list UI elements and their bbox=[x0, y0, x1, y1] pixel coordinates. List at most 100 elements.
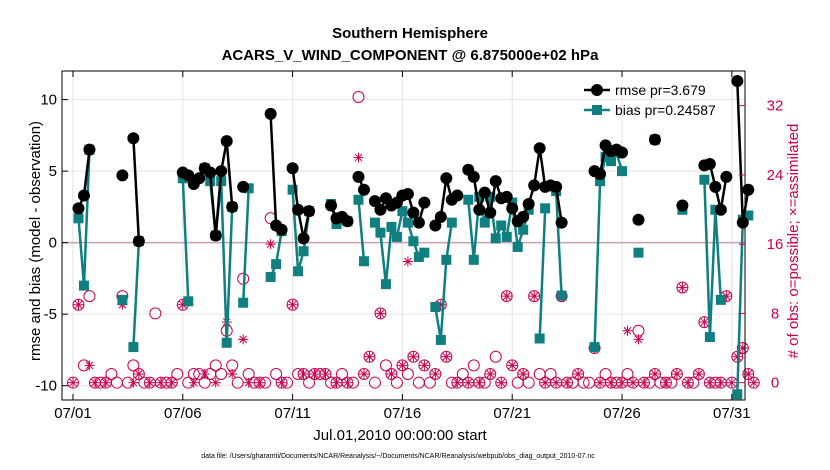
obs-assimilated-stroke bbox=[332, 378, 341, 387]
obs-assimilated-stroke bbox=[475, 378, 484, 387]
obs-assimilated-stroke bbox=[464, 378, 473, 387]
obs-assimilated-stroke bbox=[343, 378, 352, 387]
x-tick-label: 07/21 bbox=[493, 405, 531, 422]
bias-point bbox=[391, 231, 402, 242]
rmse-point bbox=[506, 202, 519, 215]
obs-possible-marker bbox=[407, 350, 420, 363]
obs-assimilated-stroke bbox=[102, 378, 110, 387]
rmse-point bbox=[648, 133, 661, 146]
obs-assimilated-marker bbox=[397, 360, 408, 371]
obs-assimilated-stroke bbox=[189, 378, 198, 387]
left-tick-label: 0 bbox=[49, 235, 57, 252]
rmse-point bbox=[275, 223, 288, 236]
legend: rmse pr=3.679 bias pr=0.24587 bbox=[584, 82, 716, 118]
bias-line bbox=[703, 179, 723, 339]
obs-possible-marker bbox=[489, 350, 502, 363]
legend-rmse-marker bbox=[591, 84, 603, 96]
bias-point bbox=[485, 191, 496, 202]
obs-assimilated-stroke bbox=[744, 370, 753, 378]
obs-assimilated-marker bbox=[364, 351, 375, 362]
obs-assimilated-marker bbox=[726, 377, 737, 388]
obs-possible-marker bbox=[303, 376, 316, 389]
obs-possible-marker bbox=[517, 368, 530, 381]
rmse-point bbox=[616, 146, 629, 159]
rmse-point bbox=[550, 180, 563, 193]
rmse-point bbox=[555, 216, 568, 229]
obs-possible-marker bbox=[473, 376, 486, 389]
obs-assimilated-marker bbox=[595, 377, 606, 388]
obs-assimilated-marker bbox=[474, 377, 485, 388]
obs-assimilated-stroke bbox=[607, 378, 615, 387]
obs-assimilated-stroke bbox=[497, 378, 506, 387]
obs-assimilated-stroke bbox=[420, 361, 429, 370]
left-tick-label: 5 bbox=[49, 163, 57, 180]
right-tick-label: 32 bbox=[767, 98, 784, 115]
rmse-point bbox=[467, 170, 480, 183]
obs-possible-marker bbox=[648, 368, 661, 381]
obs-assimilated-stroke bbox=[453, 378, 462, 387]
bias-point bbox=[512, 241, 523, 252]
rmse-point bbox=[132, 235, 145, 248]
data-file-footnote: data file: /Users/gharamti/Documents/NCA… bbox=[201, 453, 595, 460]
bias-point bbox=[117, 294, 128, 305]
x-tick-label: 07/16 bbox=[384, 405, 422, 422]
bias-point bbox=[479, 217, 490, 228]
obs-assimilated-marker bbox=[188, 377, 199, 388]
rmse-point bbox=[528, 179, 541, 192]
rmse-point bbox=[632, 213, 645, 226]
rmse-point bbox=[297, 232, 310, 245]
bias-point bbox=[358, 256, 369, 267]
obs-assimilated-stroke bbox=[85, 361, 94, 370]
bias-line bbox=[241, 188, 250, 303]
obs-count-layer bbox=[66, 90, 760, 389]
obs-possible-marker bbox=[379, 359, 392, 372]
obs-assimilated-marker bbox=[144, 377, 155, 388]
obs-assimilated-stroke bbox=[266, 240, 275, 249]
obs-possible-marker bbox=[676, 281, 689, 294]
obs-possible-marker bbox=[418, 359, 431, 372]
bias-point bbox=[287, 184, 298, 195]
obs-possible-marker bbox=[577, 376, 590, 389]
obs-possible-marker bbox=[500, 290, 513, 303]
obs-assimilated-marker bbox=[73, 299, 84, 310]
rmse-point bbox=[714, 203, 727, 216]
obs-possible-marker bbox=[149, 307, 162, 320]
obs-assimilated-stroke bbox=[442, 352, 451, 361]
chart-title-line1: Southern Hemisphere bbox=[332, 25, 488, 42]
obs-assimilated-stroke bbox=[145, 378, 154, 387]
obs-possible-marker bbox=[621, 368, 634, 381]
obs-assimilated-stroke bbox=[404, 257, 412, 266]
plot-frame bbox=[61, 70, 746, 401]
obs-assimilated-marker bbox=[402, 256, 413, 267]
obs-possible-marker bbox=[495, 376, 508, 389]
obs-possible-marker bbox=[231, 376, 244, 389]
obs-possible-marker bbox=[72, 298, 85, 311]
obs-possible-marker bbox=[374, 307, 387, 320]
obs-possible-marker bbox=[253, 376, 266, 389]
rmse-line bbox=[736, 80, 750, 224]
obs-assimilated-marker bbox=[743, 369, 754, 380]
legend-bias-label: bias pr=0.24587 bbox=[615, 102, 716, 118]
rmse-series bbox=[72, 75, 755, 248]
rmse-line bbox=[132, 138, 141, 242]
obs-assimilated-stroke bbox=[651, 370, 659, 378]
rmse-point bbox=[522, 198, 535, 211]
bias-point bbox=[556, 290, 567, 301]
bias-point bbox=[518, 224, 529, 235]
bias-point bbox=[369, 217, 380, 228]
obs-assimilated-marker bbox=[677, 282, 688, 293]
rmse-point bbox=[127, 132, 140, 145]
obs-assimilated-stroke bbox=[288, 300, 297, 309]
obs-assimilated-marker bbox=[298, 369, 309, 380]
obs-assimilated-marker bbox=[551, 377, 562, 388]
obs-assimilated-marker bbox=[573, 369, 584, 380]
obs-possible-marker bbox=[357, 368, 370, 381]
obs-possible-marker bbox=[412, 376, 425, 389]
obs-possible-marker bbox=[456, 368, 469, 381]
obs-assimilated-stroke bbox=[502, 292, 511, 300]
obs-assimilated-marker bbox=[441, 351, 452, 362]
rmse-point bbox=[325, 199, 338, 212]
x-axis-tick-labels: 07/01 07/06 07/11 07/16 07/21 07/26 07/31 bbox=[54, 405, 750, 422]
obs-assimilated-marker bbox=[386, 369, 397, 380]
